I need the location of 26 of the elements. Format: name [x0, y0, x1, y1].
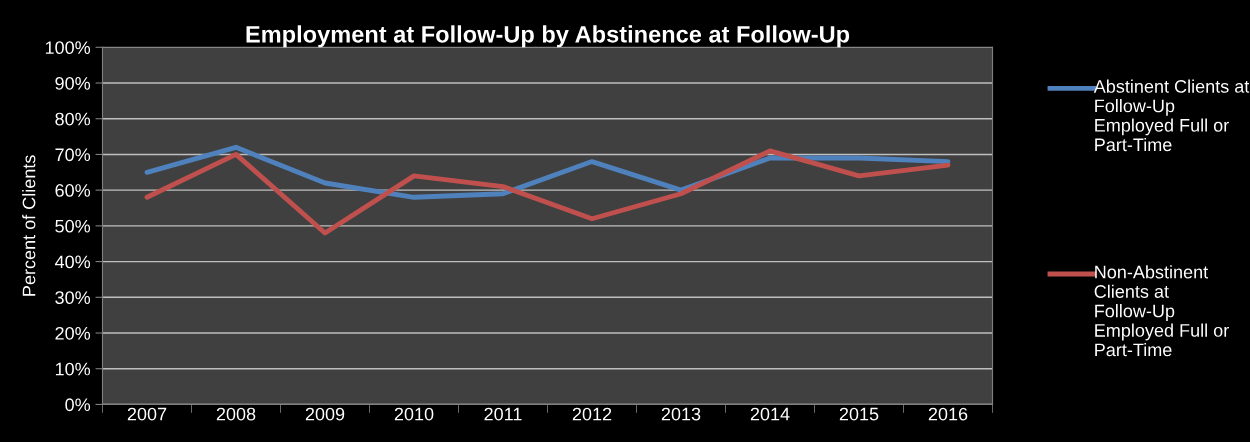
legend-label: Abstinent Clients at Follow-Up Employed Full or Part-Time — [1093, 79, 1250, 152]
x-tick-label: 2015 — [839, 407, 879, 421]
x-tick-label: 2016 — [928, 407, 968, 421]
x-tick-label: 2014 — [750, 407, 790, 421]
y-tick-label: 50% — [55, 219, 91, 233]
x-tick-label: 2013 — [661, 407, 701, 421]
x-tick-label: 2008 — [216, 407, 256, 421]
y-tick-label: 30% — [55, 291, 91, 305]
y-tick-label: 0% — [65, 398, 91, 412]
y-tick-label: 20% — [55, 326, 91, 340]
y-axis-title: Percent of Clients — [22, 155, 36, 296]
x-tick-label: 2011 — [484, 407, 522, 421]
x-tick-label: 2009 — [305, 407, 345, 421]
y-tick-label: 10% — [55, 362, 91, 376]
y-tick-label: 60% — [55, 184, 91, 197]
y-tick-label: 70% — [55, 148, 91, 162]
x-tick-label: 2012 — [572, 407, 612, 421]
chart-title: Employment at Follow-Up by Abstinence at Follow-Up — [246, 25, 850, 48]
y-tick-label: 90% — [55, 76, 91, 90]
legend-label: Non-Abstinent Clients at Follow-Up Employed Full or Part-Time — [1094, 265, 1229, 357]
x-tick-label: 2010 — [394, 407, 434, 421]
y-tick-label: 80% — [55, 112, 91, 126]
line-series — [144, 148, 951, 236]
y-tick-label: 40% — [54, 255, 91, 269]
y-tick-label: 100% — [45, 41, 91, 55]
x-tick-label: 2007 — [127, 407, 167, 421]
